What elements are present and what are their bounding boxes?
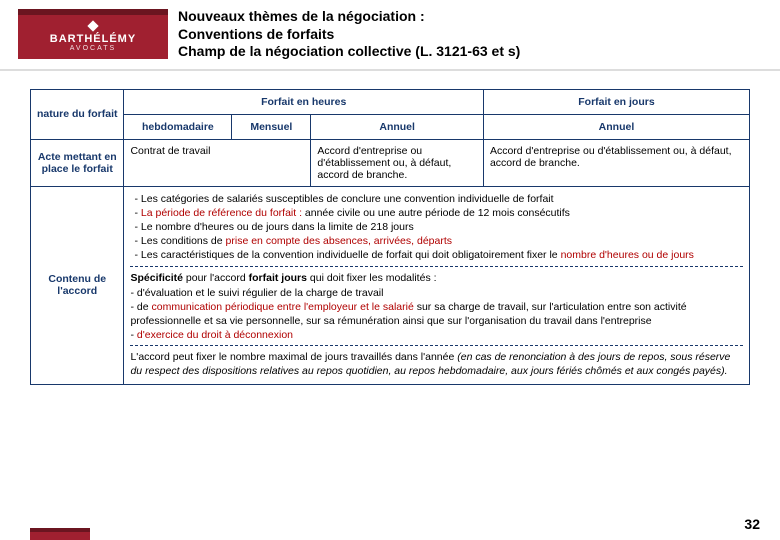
divider-2: [130, 345, 743, 346]
page-title: Nouveaux thèmes de la négociation : Conv…: [178, 8, 520, 61]
cell-contenu-label: Contenu de l'accord: [31, 186, 124, 384]
header-annuel-heures: Annuel: [311, 114, 484, 139]
final-paragraph: L'accord peut fixer le nombre maximal de…: [130, 350, 743, 378]
page-number: 32: [744, 516, 760, 532]
cell-accord-jours: Accord d'entreprise ou d'établissement o…: [483, 139, 749, 186]
specificite-block: Spécificité pour l'accord forfait jours …: [130, 271, 743, 342]
cell-accord-heures: Accord d'entreprise ou d'établissement o…: [311, 139, 484, 186]
brand-subtitle: AVOCATS: [70, 45, 116, 52]
logo: BARTHÉLÉMY AVOCATS: [18, 9, 168, 59]
cell-nature-label: nature du forfait: [31, 89, 124, 139]
table-container: nature du forfait Forfait en heures Forf…: [0, 71, 780, 385]
title-line-3: Champ de la négociation collective (L. 3…: [178, 43, 520, 61]
header-forfait-heures: Forfait en heures: [124, 89, 483, 114]
divider-1: [130, 266, 743, 267]
header-annuel-jours: Annuel: [483, 114, 749, 139]
bullet-2: La période de référence du forfait : ann…: [134, 206, 743, 220]
header: BARTHÉLÉMY AVOCATS Nouveaux thèmes de la…: [0, 0, 780, 71]
logo-diamond-icon: [87, 21, 98, 32]
forfait-table: nature du forfait Forfait en heures Forf…: [30, 89, 750, 385]
bullet-4: Les conditions de prise en compte des ab…: [134, 234, 743, 248]
title-line-2: Conventions de forfaits: [178, 26, 520, 44]
bullet-1: Les catégories de salariés susceptibles …: [134, 192, 743, 206]
bullet-3: Le nombre d'heures ou de jours dans la l…: [134, 220, 743, 234]
bullet-5: Les caractéristiques de la convention in…: [134, 248, 743, 262]
header-hebdo: hebdomadaire: [124, 114, 232, 139]
content-bullet-list: Les catégories de salariés susceptibles …: [130, 192, 743, 263]
header-mensuel: Mensuel: [232, 114, 311, 139]
footer-accent-bar: [30, 528, 90, 540]
cell-acte-label: Acte mettant en place le forfait: [31, 139, 124, 186]
header-forfait-jours: Forfait en jours: [483, 89, 749, 114]
brand-name: BARTHÉLÉMY: [50, 33, 136, 45]
title-line-1: Nouveaux thèmes de la négociation :: [178, 8, 520, 26]
cell-contrat: Contrat de travail: [124, 139, 311, 186]
cell-contenu-body: Les catégories de salariés susceptibles …: [124, 186, 750, 384]
